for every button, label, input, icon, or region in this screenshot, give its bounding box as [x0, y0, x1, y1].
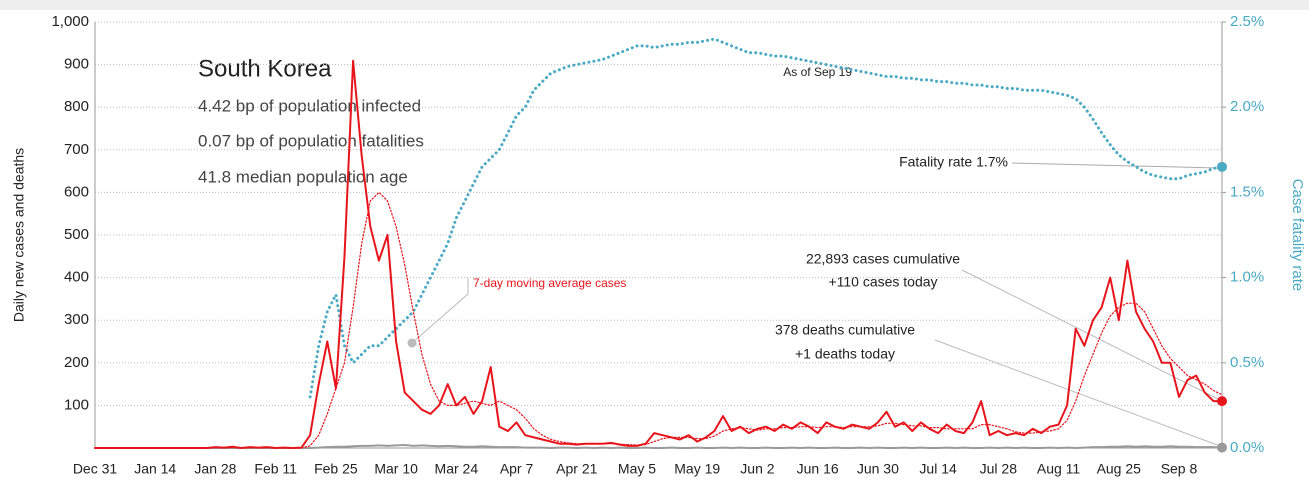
series-line [94, 59, 1223, 449]
leader-dot [407, 338, 417, 348]
x-tick-label: Apr 7 [500, 461, 534, 477]
annotation: 22,893 cases cumulative [806, 251, 960, 267]
y2-tick-label: 0.0% [1230, 439, 1264, 456]
x-tick-label: Jun 16 [797, 461, 839, 477]
series-label: 7-day moving average cases [473, 276, 626, 290]
end-marker [1217, 396, 1227, 407]
x-tick-label: Mar 24 [435, 461, 479, 477]
leader-line [934, 339, 1221, 447]
leader-line [961, 269, 1221, 401]
heading: South Korea [198, 55, 332, 82]
x-tick-label: Jan 28 [194, 461, 236, 477]
x-tick-label: May 5 [618, 461, 656, 477]
x-tick-label: Dec 31 [73, 461, 118, 477]
annotation: 378 deaths cumulative [775, 322, 915, 338]
y-tick-label: 400 [64, 269, 89, 286]
y2-tick-label: 2.0% [1230, 98, 1264, 115]
annotation: 41.8 median population age [198, 167, 408, 186]
x-tick-label: Aug 25 [1097, 461, 1142, 477]
annotation: +1 deaths today [795, 346, 895, 362]
leader-line [1011, 162, 1219, 169]
x-tick-label: Mar 10 [374, 461, 418, 477]
x-tick-label: Sep 8 [1161, 461, 1198, 477]
y-tick-label: 500 [64, 226, 89, 243]
y2-tick-label: 2.5% [1230, 13, 1264, 30]
y2-tick-label: 0.5% [1230, 354, 1264, 371]
y-tick-label: 100 [64, 396, 89, 413]
y-tick-label: 300 [64, 311, 89, 328]
end-marker [1217, 161, 1227, 172]
y-tick-label: 600 [64, 183, 89, 200]
x-tick-label: Feb 25 [314, 461, 358, 477]
leader-line [411, 278, 469, 344]
y-tick-label: 900 [64, 56, 89, 73]
x-tick-label: Jul 14 [919, 461, 957, 477]
x-tick-label: Aug 11 [1037, 461, 1081, 477]
y2-tick-label: 1.0% [1230, 269, 1264, 286]
y2-tick-label: 1.5% [1230, 183, 1264, 200]
y-axis-label: Daily new cases and deaths [11, 148, 27, 322]
x-tick-label: Apr 21 [556, 461, 597, 477]
x-tick-label: May 19 [674, 461, 720, 477]
x-tick-label: Feb 11 [254, 461, 297, 477]
end-marker [1217, 442, 1227, 453]
annotation: As of Sep 19 [783, 65, 852, 79]
annotation: 4.42 bp of population infected [198, 96, 421, 115]
x-tick-label: Jan 14 [134, 461, 176, 477]
y-tick-label: 1,000 [51, 13, 89, 30]
y-tick-label: 800 [64, 98, 89, 115]
x-tick-label: Jun 30 [857, 461, 899, 477]
y2-axis-label: Case fatality rate [1289, 179, 1306, 292]
annotation: Fatality rate 1.7% [899, 154, 1008, 170]
series-line [94, 191, 1223, 449]
y-tick-label: 700 [64, 141, 89, 158]
x-tick-label: Jul 28 [980, 461, 1018, 477]
top-band [0, 0, 1309, 10]
annotation: 0.07 bp of population fatalities [198, 131, 424, 150]
x-tick-label: Jun 2 [740, 461, 774, 477]
series-line [308, 37, 1224, 399]
y-tick-label: 200 [64, 354, 89, 371]
annotation: +110 cases today [828, 274, 937, 290]
